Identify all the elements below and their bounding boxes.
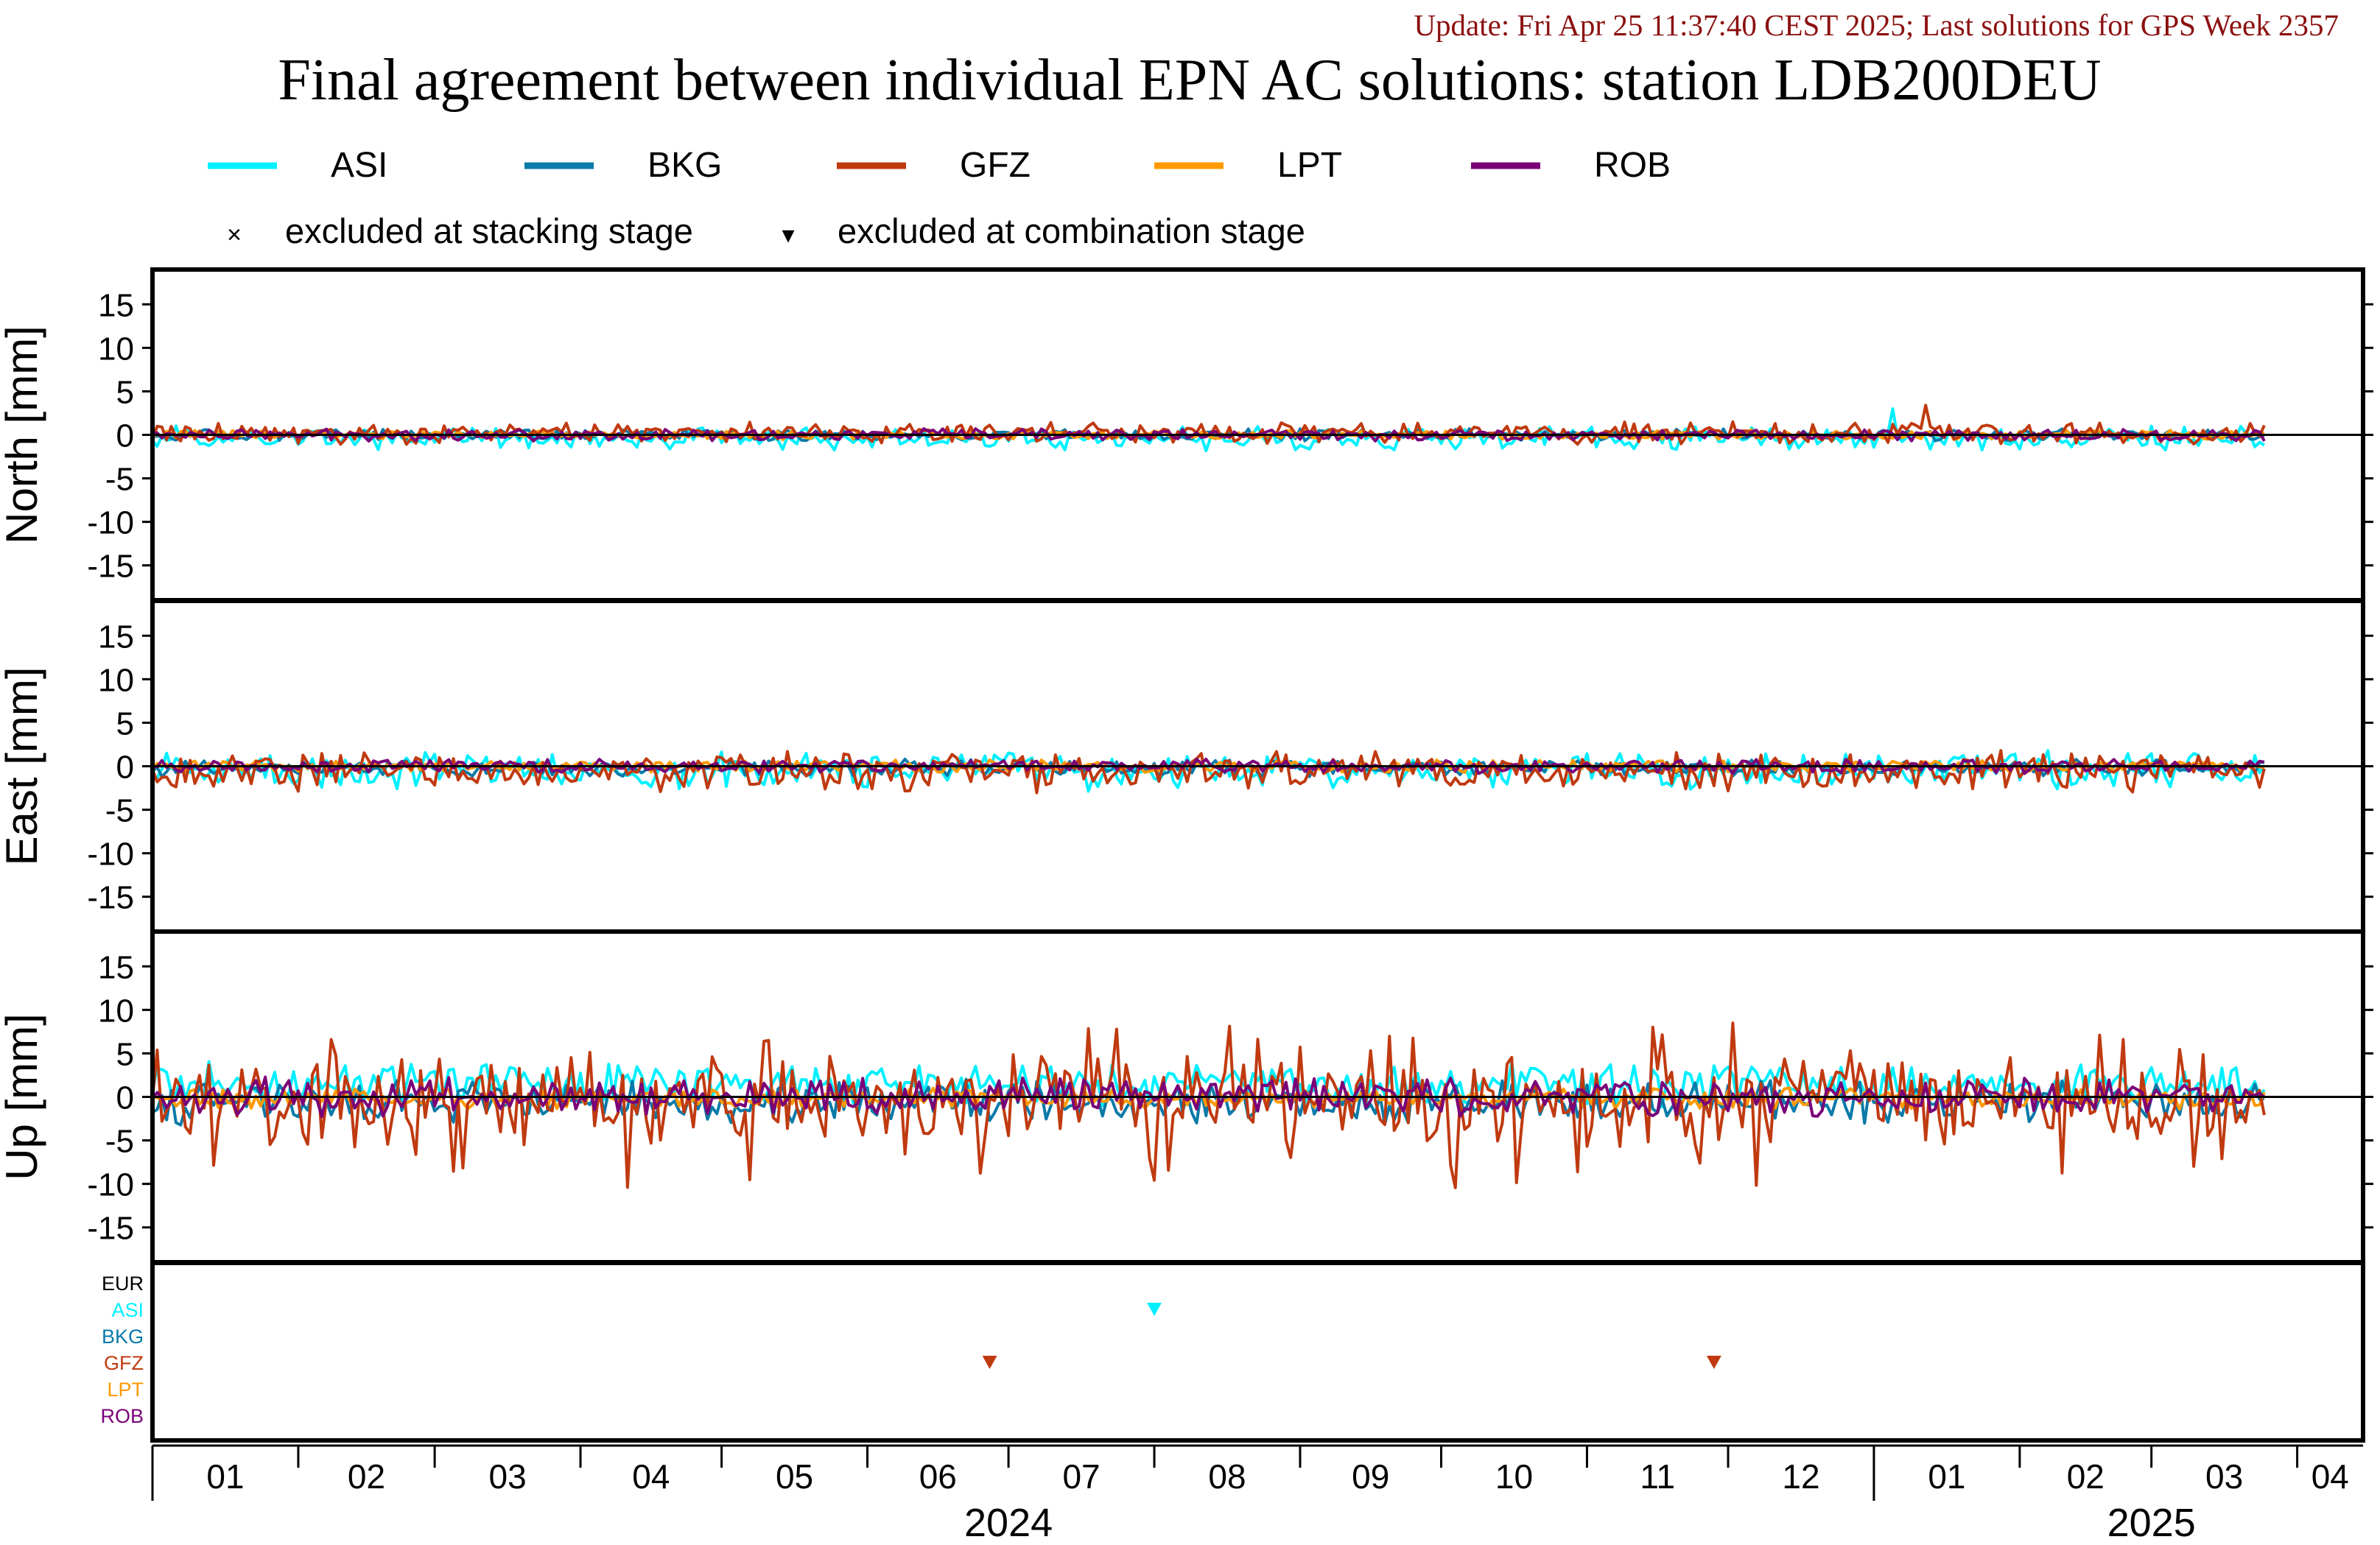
series-gfz-east [152, 749, 2266, 795]
series-rob-up [152, 1075, 2266, 1119]
legend: ASI BKG GFZ LPT ROB × excluded at stacking sta… [208, 146, 1671, 250]
row-label-asi: ASI [111, 1299, 144, 1321]
legend-label-asi: ASI [331, 146, 387, 185]
y-tick-label: 0 [116, 1080, 134, 1116]
y-tick-label: -5 [105, 462, 134, 498]
x-tick-label: 11 [1640, 1457, 1675, 1496]
y-tick-label: 15 [98, 619, 134, 655]
x-tick-label: 08 [1208, 1457, 1246, 1496]
y-tick-label: 15 [98, 949, 134, 985]
chart-title: Final agreement between individual EPN A… [278, 48, 2101, 113]
x-tick-label: 02 [348, 1457, 385, 1496]
series-rob-east [152, 757, 2265, 775]
y-axis-label: North [mm] [0, 325, 46, 544]
combination-marker-icon: ▾ [782, 221, 794, 249]
y-tick-label: 10 [98, 331, 134, 367]
row-label-gfz: GFZ [104, 1352, 144, 1374]
legend-label-lpt: LPT [1277, 146, 1342, 185]
y-tick-label: -10 [87, 1167, 134, 1203]
x-tick-label: 03 [2205, 1457, 2243, 1496]
panel-up: 15 10 5 0 -5 -10 -15 Up [mm] [0, 929, 2373, 1264]
year-label: 2024 [964, 1501, 1053, 1545]
legend-label-bkg: BKG [647, 146, 722, 185]
combination-legend-label: excluded at combination stage [838, 211, 1305, 250]
row-label-lpt: LPT [107, 1379, 144, 1401]
y-tick-label: 5 [116, 1036, 134, 1072]
exclusion-marker-gfz [1706, 1356, 1721, 1369]
series-asi-north [152, 407, 2265, 453]
series-group [152, 404, 2266, 453]
y-tick-label: 10 [98, 662, 134, 698]
y-tick-label: 10 [98, 993, 134, 1029]
row-label-rob: ROB [100, 1405, 144, 1427]
x-tick-label: 09 [1352, 1457, 1389, 1496]
x-tick-label: 10 [1495, 1457, 1533, 1496]
panel-east: 15 10 5 0 -5 -10 -15 East [mm] [0, 599, 2373, 934]
y-axis-label: Up [mm] [0, 1013, 46, 1180]
x-tick-label: 03 [488, 1457, 526, 1496]
panels: 15 10 5 0 -5 -10 -15 North [mm] 15 10 5 0 -5 -10 -15 Ea… [0, 267, 2373, 1443]
update-text: Update: Fri Apr 25 11:37:40 CEST 2025; L… [1414, 8, 2339, 42]
panel-exclusions: EUR ASI BKG GFZ LPT ROB [100, 1261, 2365, 1443]
exclusion-marker-gfz [982, 1356, 997, 1369]
series-group [152, 1021, 2266, 1189]
panel-frame [150, 1261, 2365, 1443]
y-tick-label: -15 [87, 1211, 134, 1247]
legend-label-rob: ROB [1594, 146, 1671, 185]
stacking-marker-icon: × [227, 221, 242, 249]
x-tick-label: 07 [1062, 1457, 1100, 1496]
year-label: 2025 [2107, 1501, 2196, 1545]
y-tick-label: -15 [87, 549, 134, 585]
y-tick-label: 0 [116, 750, 134, 786]
x-tick-label: 01 [1928, 1457, 1965, 1496]
y-tick-label: 5 [116, 705, 134, 742]
stacking-legend-label: excluded at stacking stage [285, 211, 693, 250]
y-tick-label: -10 [87, 837, 134, 873]
panel-north: 15 10 5 0 -5 -10 -15 North [mm] [0, 267, 2373, 602]
x-tick-label: 04 [2311, 1457, 2349, 1496]
x-tick-label: 06 [919, 1457, 957, 1496]
y-tick-label: 0 [116, 418, 134, 454]
y-tick-label: 5 [116, 374, 134, 410]
y-tick-label: -10 [87, 505, 134, 541]
x-axis: 01 02 03 04 05 06 07 08 09 10 11 12 01 02 03 04 2024 2025 [151, 1444, 2363, 1545]
row-label-bkg: BKG [102, 1326, 144, 1348]
y-tick-label: -5 [105, 1124, 134, 1160]
x-tick-label: 05 [776, 1457, 813, 1496]
series-gfz-up [152, 1021, 2266, 1189]
exclusion-marker-asi [1147, 1303, 1162, 1316]
y-axis-label: East [mm] [0, 666, 46, 865]
x-tick-label: 01 [206, 1457, 244, 1496]
y-tick-label: -5 [105, 793, 134, 829]
series-group [152, 749, 2266, 795]
row-label-eur: EUR [102, 1273, 144, 1295]
x-tick-label: 12 [1782, 1457, 1819, 1496]
legend-label-gfz: GFZ [960, 146, 1031, 185]
y-tick-label: 15 [98, 287, 134, 323]
x-tick-label: 02 [2067, 1457, 2105, 1496]
y-tick-label: -15 [87, 880, 134, 916]
x-tick-label: 04 [632, 1457, 670, 1496]
